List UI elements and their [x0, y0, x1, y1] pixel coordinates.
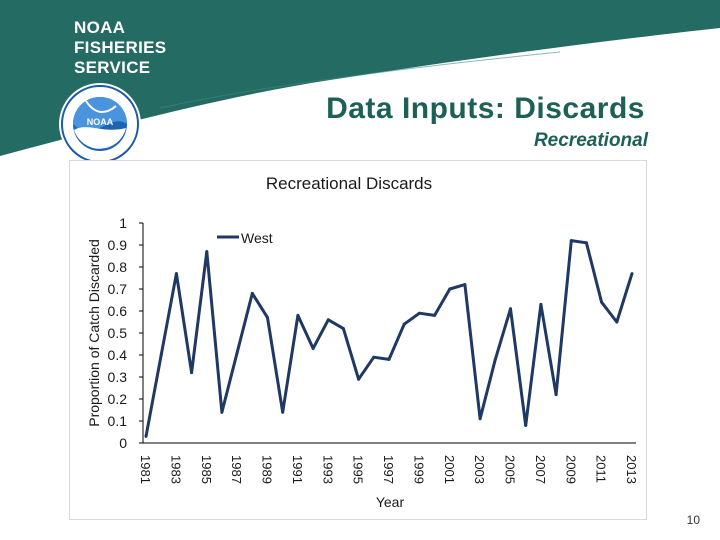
header-accent-line — [159, 51, 561, 109]
y-tick-label: 0.1 — [108, 413, 128, 429]
y-tick-label: 0.3 — [108, 369, 128, 385]
data-point — [326, 318, 330, 322]
data-point — [296, 313, 300, 317]
data-point — [372, 355, 376, 359]
x-axis-label: Year — [376, 494, 405, 510]
y-tick-label: 0.5 — [108, 325, 128, 341]
data-point — [433, 313, 437, 317]
slide-subtitle: Recreational — [533, 130, 648, 151]
x-tick-label: 1993 — [320, 455, 335, 484]
x-tick-label: 1995 — [351, 455, 366, 484]
x-tick-label: 2001 — [442, 455, 457, 484]
brand-line-service: SERVICE — [74, 58, 151, 77]
y-tick-label: 1 — [119, 215, 127, 231]
data-point — [509, 307, 512, 311]
x-tick-label: 1997 — [381, 455, 396, 484]
x-tick-label: 1987 — [229, 455, 244, 484]
x-tick-label: 2011 — [594, 455, 609, 483]
x-tick-label: 2005 — [503, 455, 518, 484]
data-point — [387, 357, 391, 361]
data-point — [524, 423, 528, 427]
data-point — [144, 434, 148, 438]
data-point — [357, 377, 361, 381]
data-point — [311, 346, 315, 350]
chart-frame — [69, 160, 647, 520]
y-tick-label: 0.9 — [108, 237, 128, 253]
data-point — [600, 300, 604, 304]
brand-line-fisheries: FISHERIES — [74, 38, 167, 57]
data-point — [493, 357, 497, 361]
slide-title: Data Inputs: Discards — [326, 92, 645, 125]
legend-label: West — [241, 230, 273, 246]
x-tick-label: 2007 — [533, 455, 548, 484]
data-point — [615, 320, 619, 324]
data-point — [205, 250, 209, 254]
y-axis-label: Proportion of Catch Discarded — [86, 239, 102, 427]
data-point — [341, 327, 345, 331]
data-point — [220, 410, 224, 414]
noaa-logo-icon: NOAA — [59, 83, 141, 160]
data-point — [281, 410, 285, 414]
x-tick-label: 1991 — [290, 455, 305, 484]
chart-title: Recreational Discards — [266, 174, 432, 193]
y-tick-label: 0 — [119, 435, 127, 451]
data-point — [266, 316, 269, 320]
y-tick-label: 0.7 — [108, 281, 128, 297]
x-tick-label: 2003 — [472, 455, 487, 484]
x-axis: 1981 1983 1985 1987 1989 1991 1993 1995 1997 1999… — [138, 442, 639, 484]
header-banner: NOAA — [0, 0, 720, 160]
data-point — [478, 417, 482, 421]
data-point — [417, 311, 421, 315]
series-line-west — [144, 239, 634, 437]
data-point — [554, 393, 558, 397]
x-tick-label: 1983 — [168, 455, 183, 484]
data-point — [630, 272, 634, 276]
y-tick-label: 0.8 — [108, 259, 128, 275]
legend: West — [217, 230, 273, 246]
data-point — [463, 283, 467, 287]
data-point — [402, 322, 406, 326]
x-tick-label: 1985 — [199, 455, 214, 484]
x-tick-label: 2013 — [624, 455, 639, 484]
data-point — [190, 371, 194, 375]
x-tick-label: 1989 — [260, 455, 275, 484]
series-layer — [144, 239, 634, 438]
logo-text: NOAA — [87, 117, 114, 127]
x-tick-label: 1981 — [138, 455, 153, 484]
data-point — [584, 241, 588, 245]
data-point — [159, 353, 163, 357]
x-tick-label: 2009 — [563, 455, 578, 484]
y-tick-label: 0.4 — [108, 347, 128, 363]
y-tick-label: 0.6 — [108, 303, 128, 319]
x-tick-label: 1999 — [411, 455, 426, 484]
y-axis: 0 0.1 0.2 0.3 0.4 0.5 0.6 0.7 0.8 0.9 1 — [108, 215, 144, 451]
y-tick-label: 0.2 — [108, 391, 128, 407]
page-number: 10 — [686, 513, 700, 527]
data-point — [569, 239, 573, 243]
data-point — [174, 272, 178, 276]
data-point — [539, 302, 543, 306]
data-point — [448, 287, 452, 291]
data-point — [250, 291, 254, 295]
teal-header-swoosh — [0, 0, 720, 156]
brand-line-noaa: NOAA — [74, 18, 126, 37]
data-point — [235, 351, 239, 355]
